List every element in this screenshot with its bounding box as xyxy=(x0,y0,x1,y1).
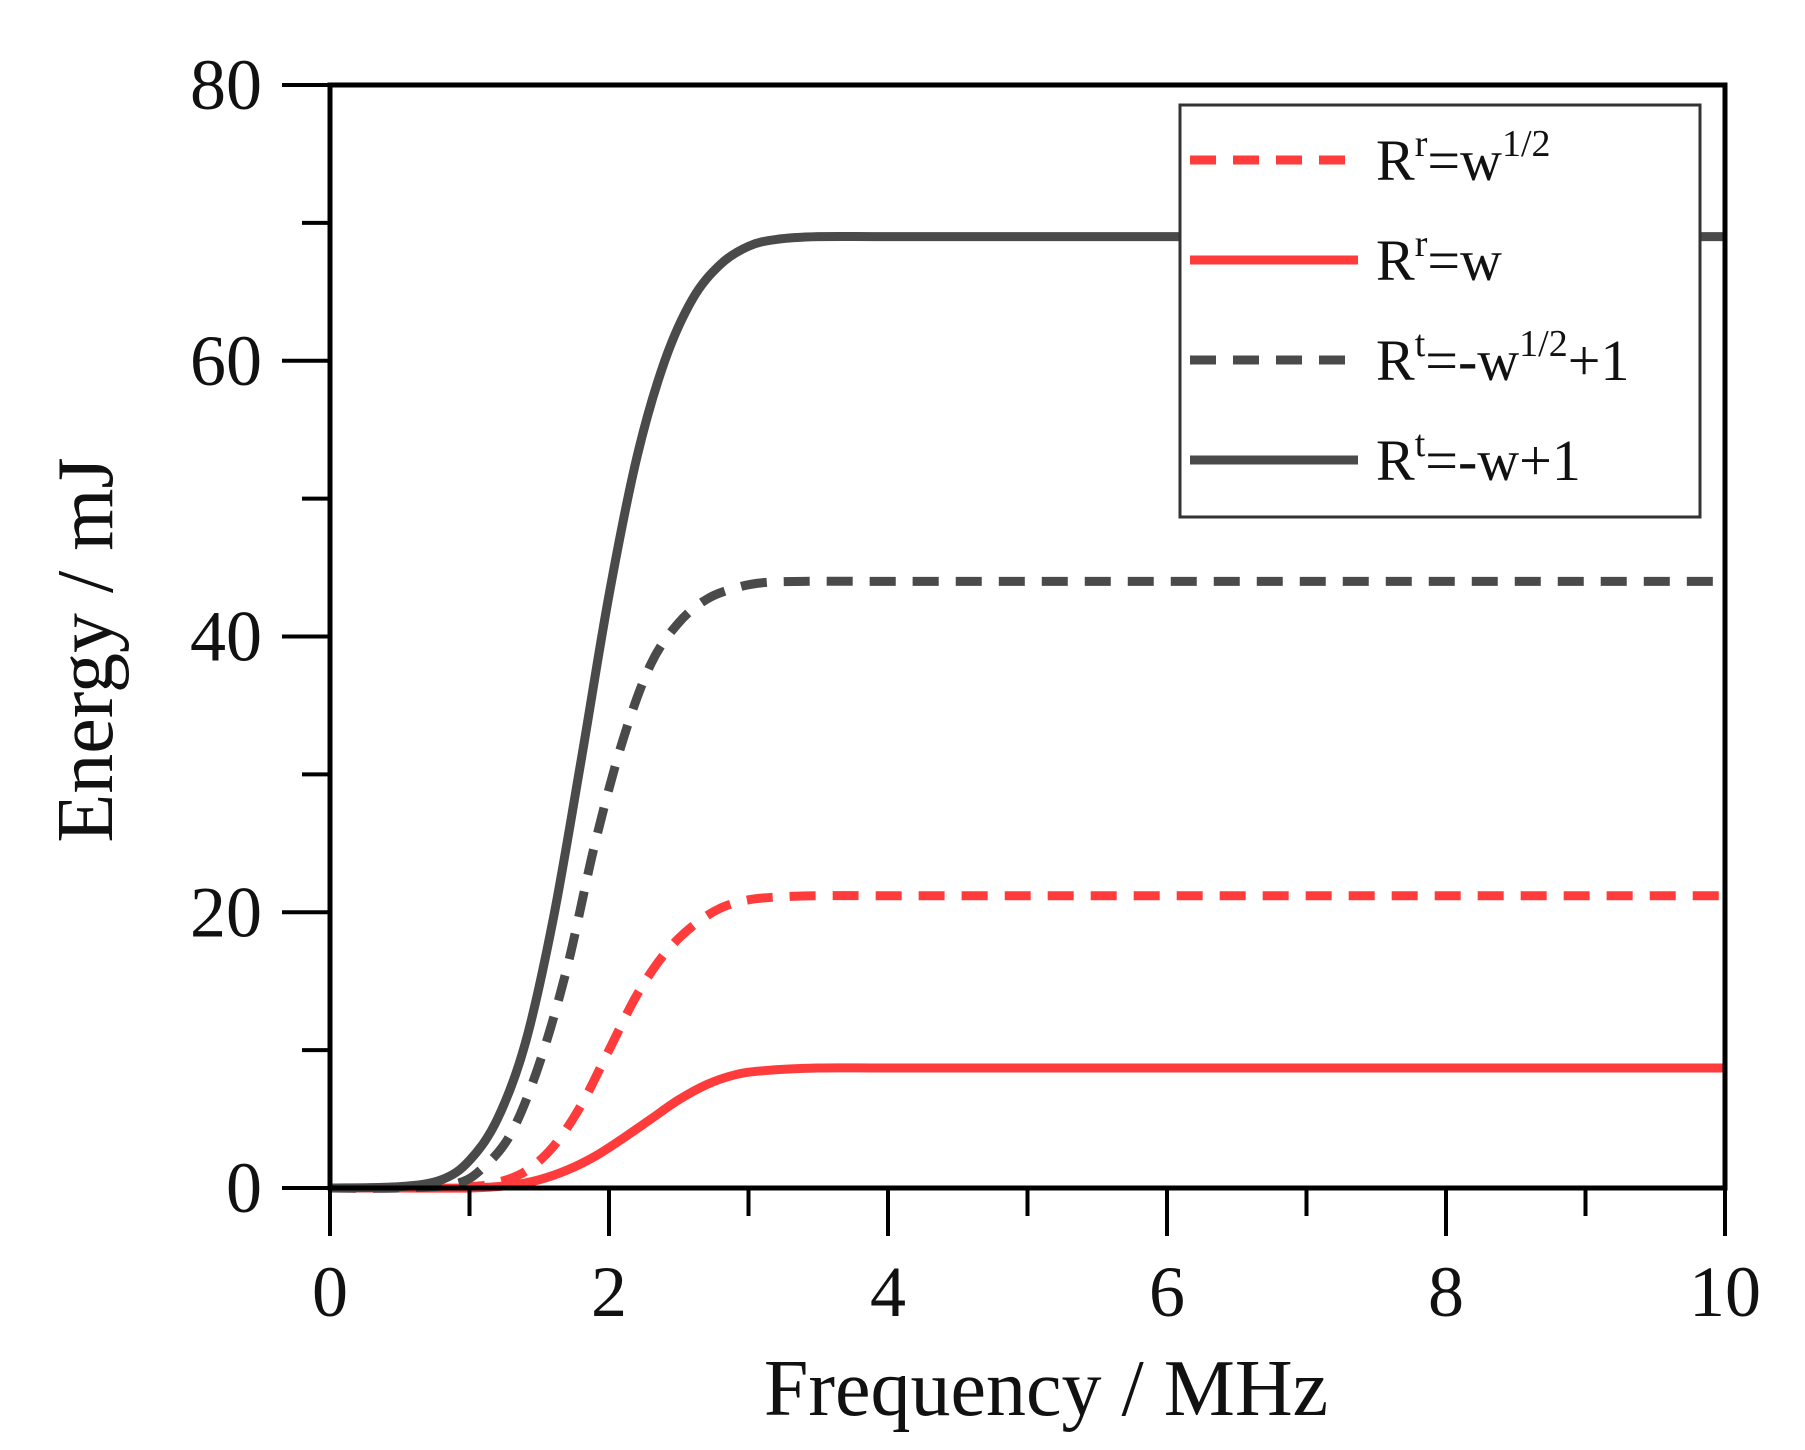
x-axis-title: Frequency / MHz xyxy=(764,1345,1328,1433)
x-tick-label: 10 xyxy=(1689,1252,1761,1332)
x-tick-label: 0 xyxy=(312,1252,348,1332)
y-tick-label: 80 xyxy=(190,45,262,125)
y-tick-label: 60 xyxy=(190,321,262,401)
series-line-3 xyxy=(329,576,1725,1193)
y-tick-label: 20 xyxy=(190,872,262,952)
legend-box xyxy=(1178,103,1702,519)
legend-label: Rr=w1/2​ xyxy=(1376,123,1551,193)
y-tick-label: 0 xyxy=(226,1148,262,1228)
y-axis-title: Energy / mJ xyxy=(42,457,130,842)
y-tick-label: 40 xyxy=(190,597,262,677)
series-line-2 xyxy=(330,1063,1725,1193)
x-tick-label: 8 xyxy=(1428,1252,1464,1332)
series-line-1 xyxy=(329,891,1725,1193)
axes-layer: 0 2 4 6 8 10 0 20 40 60 80 xyxy=(190,45,1761,1332)
x-tick-label: 2 xyxy=(591,1252,627,1332)
legend-label: Rt=-w+1 xyxy=(1376,423,1581,493)
legend: Rr=w1/2​ Rr=w Rt=-w1/2+1 Rt=-w+1 xyxy=(1178,103,1702,519)
x-tick-label: 6 xyxy=(1149,1252,1185,1332)
x-tick-label: 4 xyxy=(870,1252,906,1332)
legend-label: Rr=w xyxy=(1376,223,1502,293)
legend-label: Rt=-w1/2+1 xyxy=(1376,323,1629,393)
